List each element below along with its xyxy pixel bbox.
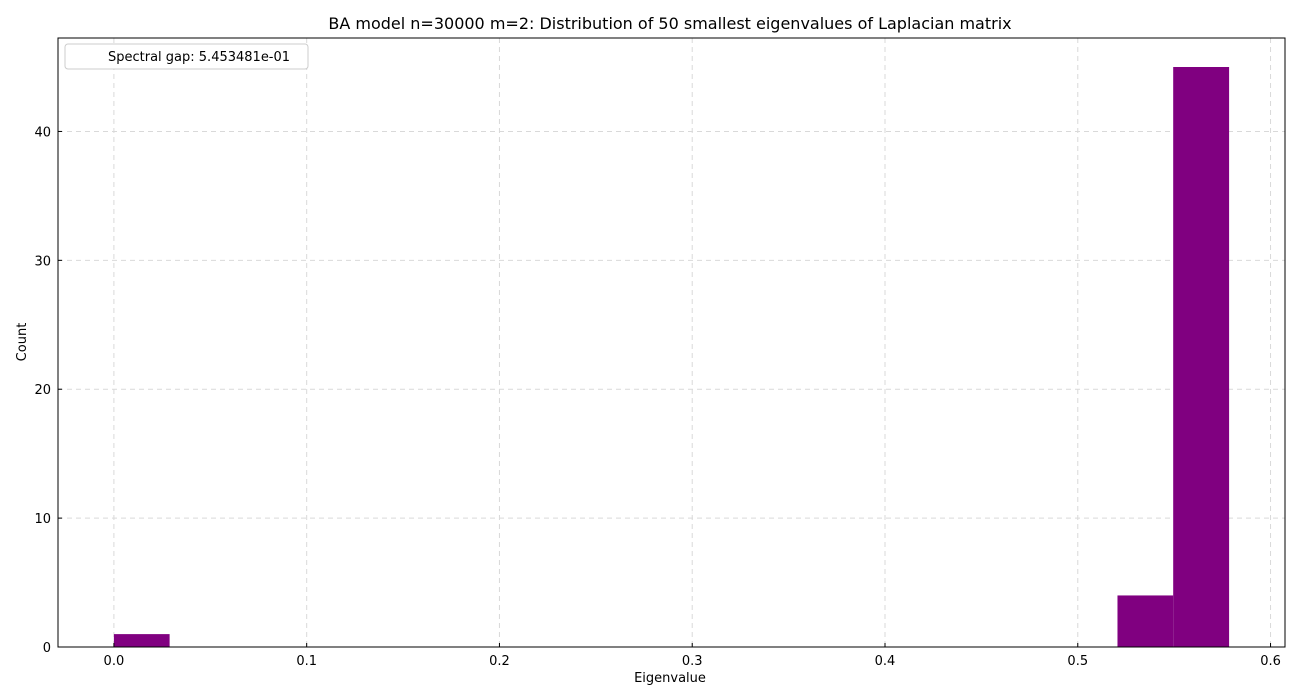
y-tick-label: 20 [34, 383, 51, 398]
x-tick-label: 0.4 [875, 654, 896, 669]
legend: Spectral gap: 5.453481e-01 [64, 43, 309, 70]
x-tick-label: 0.2 [489, 654, 510, 669]
grid-layer [58, 38, 1285, 648]
axes-frame [57, 37, 1286, 648]
x-tick-label: 0.0 [104, 654, 125, 669]
x-axis-label: Eigenvalue [634, 671, 706, 686]
bars-layer [113, 67, 1230, 647]
x-tick-label: 0.6 [1260, 654, 1281, 669]
legend-box [64, 43, 309, 70]
y-axis-label: Count [15, 323, 30, 362]
legend-entry-spectral-gap: Spectral gap: 5.453481e-01 [108, 50, 290, 65]
x-tick-label: 0.5 [1067, 654, 1088, 669]
histogram-bar [1117, 595, 1174, 647]
y-tick-label: 40 [34, 125, 51, 140]
histogram-bar [113, 634, 170, 647]
chart-title: BA model n=30000 m=2: Distribution of 50… [328, 14, 1011, 33]
x-tick-label: 0.1 [296, 654, 317, 669]
y-tick-label: 10 [34, 512, 51, 527]
x-tick-label: 0.3 [682, 654, 703, 669]
y-tick-label: 30 [34, 254, 51, 269]
histogram-bar [1173, 67, 1230, 647]
ticks-layer: 0.0 0.1 0.2 0.3 0.4 0.5 0.6 0 10 20 30 40 [34, 125, 1280, 669]
y-tick-label: 0 [43, 641, 51, 656]
